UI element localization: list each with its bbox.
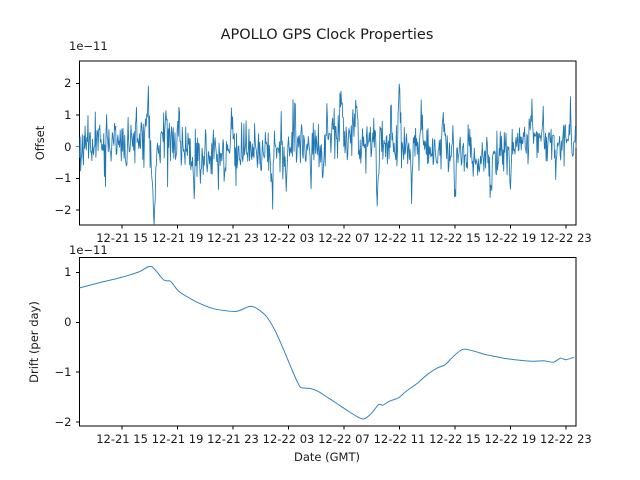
- x-tick-label: 12-21 23: [207, 230, 259, 245]
- x-tick-label: 12-22 15: [429, 431, 481, 446]
- y-tick-label: 0: [64, 139, 72, 154]
- offset-scale-exponent: 1e−11: [69, 39, 108, 53]
- drift-axis-label: Drift (per day): [27, 301, 41, 383]
- x-tick-label: 12-22 11: [373, 230, 426, 245]
- x-tick-label: 12-22 03: [262, 431, 315, 446]
- x-tick-label: 12-22 19: [484, 431, 537, 446]
- y-tick-label: 0: [64, 315, 72, 330]
- x-axis-label: Date (GMT): [294, 450, 360, 464]
- drift-axes-frame: [79, 257, 577, 427]
- drift-scale-exponent: 1e−11: [69, 243, 108, 257]
- y-tick-label: −1: [54, 171, 72, 186]
- y-tick-label: −2: [54, 203, 72, 218]
- x-tick-label: 12-21 15: [96, 230, 148, 245]
- x-tick-label: 12-21 19: [151, 230, 204, 245]
- x-tick-label: 12-22 15: [429, 230, 481, 245]
- x-tick-label: 12-22 03: [262, 230, 315, 245]
- x-tick-label: 12-21 23: [207, 431, 259, 446]
- x-tick-label: 12-22 07: [318, 230, 370, 245]
- x-tick-label: 12-22 07: [318, 431, 370, 446]
- y-tick-label: −1: [54, 365, 72, 380]
- y-tick-label: 1: [64, 108, 72, 123]
- x-tick-label: 12-22 11: [373, 431, 426, 446]
- drift-series-line: [79, 265, 575, 420]
- y-tick-label: 1: [64, 265, 72, 280]
- x-tick-label: 12-22 23: [540, 431, 592, 446]
- offset-axis-label: Offset: [33, 125, 47, 161]
- chart-title: APOLLO GPS Clock Properties: [220, 27, 434, 43]
- x-tick-label: 12-22 19: [484, 230, 537, 245]
- x-tick-label: 12-21 15: [96, 431, 148, 446]
- y-tick-label: 2: [64, 76, 72, 91]
- offset-series-line: [79, 83, 577, 226]
- y-tick-label: −2: [54, 415, 72, 429]
- x-tick-label: 12-21 19: [151, 431, 204, 446]
- x-tick-label: 12-22 23: [540, 230, 592, 245]
